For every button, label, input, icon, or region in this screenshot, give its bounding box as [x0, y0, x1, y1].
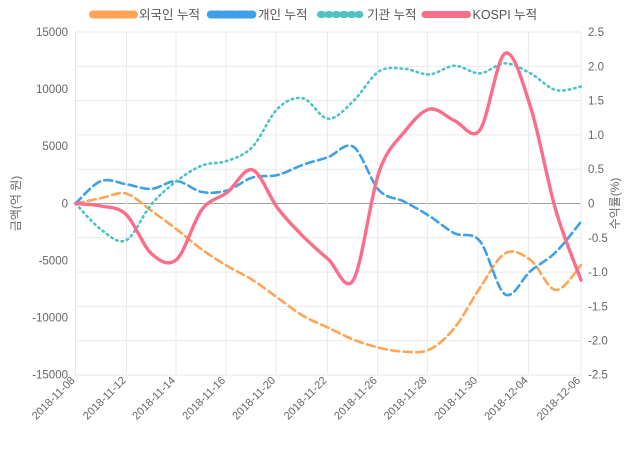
svg-text:15000: 15000 [36, 27, 68, 39]
svg-text:-1.0: -1.0 [588, 267, 608, 279]
svg-text:기관 누적: 기관 누적 [367, 8, 416, 22]
svg-text:2018-12-06: 2018-12-06 [535, 375, 583, 423]
svg-text:KOSPI 누적: KOSPI 누적 [473, 8, 538, 22]
svg-text:2018-12-04: 2018-12-04 [482, 375, 530, 423]
svg-text:1.0: 1.0 [588, 130, 604, 142]
svg-text:-0.5: -0.5 [588, 233, 608, 245]
svg-text:금액(억 원): 금액(억 원) [9, 176, 23, 232]
svg-text:2018-11-16: 2018-11-16 [180, 375, 228, 423]
svg-text:2018-11-22: 2018-11-22 [282, 375, 330, 423]
svg-text:2.0: 2.0 [588, 61, 604, 73]
svg-text:2018-11-08: 2018-11-08 [30, 375, 78, 423]
svg-text:-1.5: -1.5 [588, 301, 608, 313]
svg-text:0.5: 0.5 [588, 164, 604, 176]
svg-text:-2.0: -2.0 [588, 336, 608, 348]
svg-text:2018-11-30: 2018-11-30 [432, 375, 480, 423]
svg-text:10000: 10000 [36, 84, 68, 96]
svg-text:개인 누적: 개인 누적 [258, 8, 307, 22]
svg-text:2018-11-26: 2018-11-26 [332, 375, 380, 423]
svg-text:2.5: 2.5 [588, 27, 604, 39]
svg-text:-5000: -5000 [39, 256, 68, 268]
svg-text:수익률(%): 수익률(%) [608, 178, 622, 230]
svg-text:2018-11-28: 2018-11-28 [382, 375, 430, 423]
svg-text:2018-11-20: 2018-11-20 [230, 375, 278, 423]
svg-text:-15000: -15000 [32, 370, 68, 382]
svg-text:1.5: 1.5 [588, 96, 604, 108]
svg-text:0: 0 [588, 199, 594, 211]
svg-text:외국인 누적: 외국인 누적 [139, 8, 200, 22]
svg-text:2018-11-14: 2018-11-14 [130, 375, 178, 423]
svg-text:-10000: -10000 [32, 313, 68, 325]
svg-text:-2.5: -2.5 [588, 370, 608, 382]
svg-text:2018-11-12: 2018-11-12 [81, 375, 129, 423]
svg-text:0: 0 [62, 199, 68, 211]
svg-text:5000: 5000 [42, 141, 68, 153]
